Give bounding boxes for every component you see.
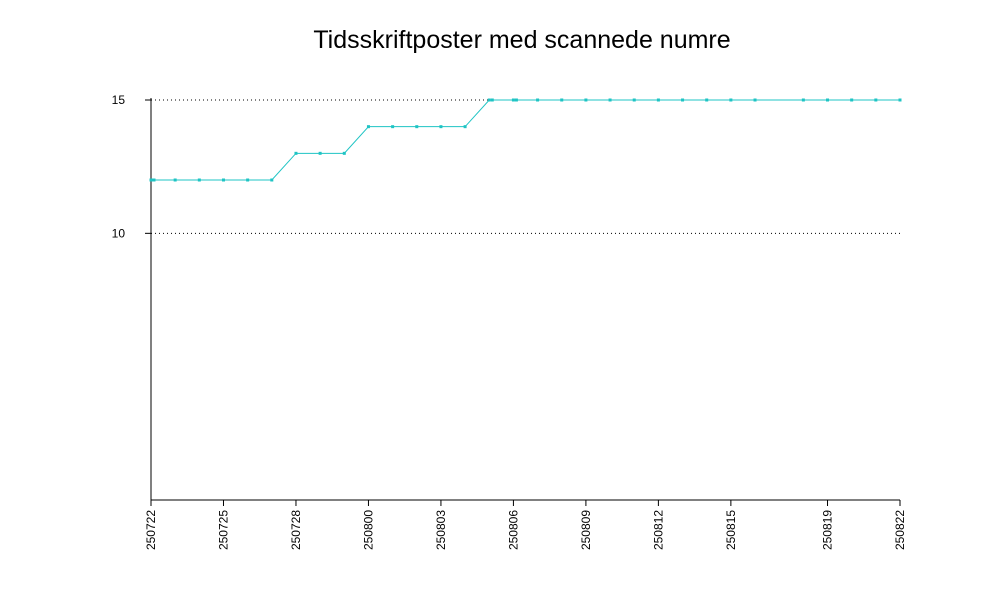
data-point-3 — [197, 178, 201, 182]
data-point-27 — [729, 98, 733, 102]
x-tick-label-250728: 250728 — [289, 510, 303, 550]
data-point-9 — [342, 151, 346, 155]
data-point-16 — [490, 98, 494, 102]
data-point-20 — [560, 98, 564, 102]
x-tick-label-250806: 250806 — [506, 510, 520, 550]
y-tick-label-10: 10 — [112, 226, 126, 240]
data-point-24 — [656, 98, 660, 102]
data-point-28 — [753, 98, 757, 102]
x-tick-label-250812: 250812 — [651, 510, 665, 550]
data-point-32 — [874, 98, 878, 102]
chart-title: Tidsskriftposter med scannede numre — [313, 26, 731, 54]
data-point-25 — [681, 98, 685, 102]
axes — [145, 98, 901, 506]
data-point-23 — [632, 98, 636, 102]
data-point-30 — [826, 98, 830, 102]
data-point-10 — [366, 125, 370, 129]
x-tick-label-250819: 250819 — [821, 510, 835, 550]
x-tick-label-250815: 250815 — [724, 510, 738, 550]
data-point-7 — [294, 151, 298, 155]
data-point-31 — [850, 98, 854, 102]
data-point-0 — [149, 178, 153, 182]
series-line — [151, 99, 900, 181]
tick-labels: 10 15 250722 250725 250728 250800 250803 250806… — [112, 93, 907, 550]
data-point-8 — [318, 151, 322, 155]
data-point-22 — [608, 98, 612, 102]
x-tick-label-250725: 250725 — [216, 510, 230, 550]
data-point-4 — [221, 178, 225, 182]
data-point-19 — [536, 98, 540, 102]
data-point-17 — [511, 98, 515, 102]
data-point-18 — [514, 98, 518, 102]
data-point-5 — [246, 178, 250, 182]
data-point-15 — [487, 98, 491, 102]
data-point-29 — [801, 98, 805, 102]
data-point-14 — [463, 125, 467, 129]
x-tick-label-250822: 250822 — [893, 510, 907, 550]
data-point-13 — [439, 125, 443, 129]
y-tick-label-15: 15 — [112, 93, 126, 107]
x-tick-label-250800: 250800 — [361, 510, 375, 550]
x-tick-label-250803: 250803 — [434, 510, 448, 550]
data-point-33 — [898, 98, 902, 102]
series-line-layer — [151, 99, 900, 181]
data-point-6 — [270, 178, 274, 182]
x-tick-label-250722: 250722 — [144, 510, 158, 550]
data-point-26 — [705, 98, 709, 102]
data-point-2 — [173, 178, 177, 182]
gridlines — [151, 99, 900, 234]
data-point-11 — [391, 125, 395, 129]
data-point-1 — [152, 178, 156, 182]
data-points — [149, 98, 902, 182]
x-tick-label-250809: 250809 — [579, 510, 593, 550]
data-point-12 — [415, 125, 419, 129]
data-point-21 — [584, 98, 588, 102]
